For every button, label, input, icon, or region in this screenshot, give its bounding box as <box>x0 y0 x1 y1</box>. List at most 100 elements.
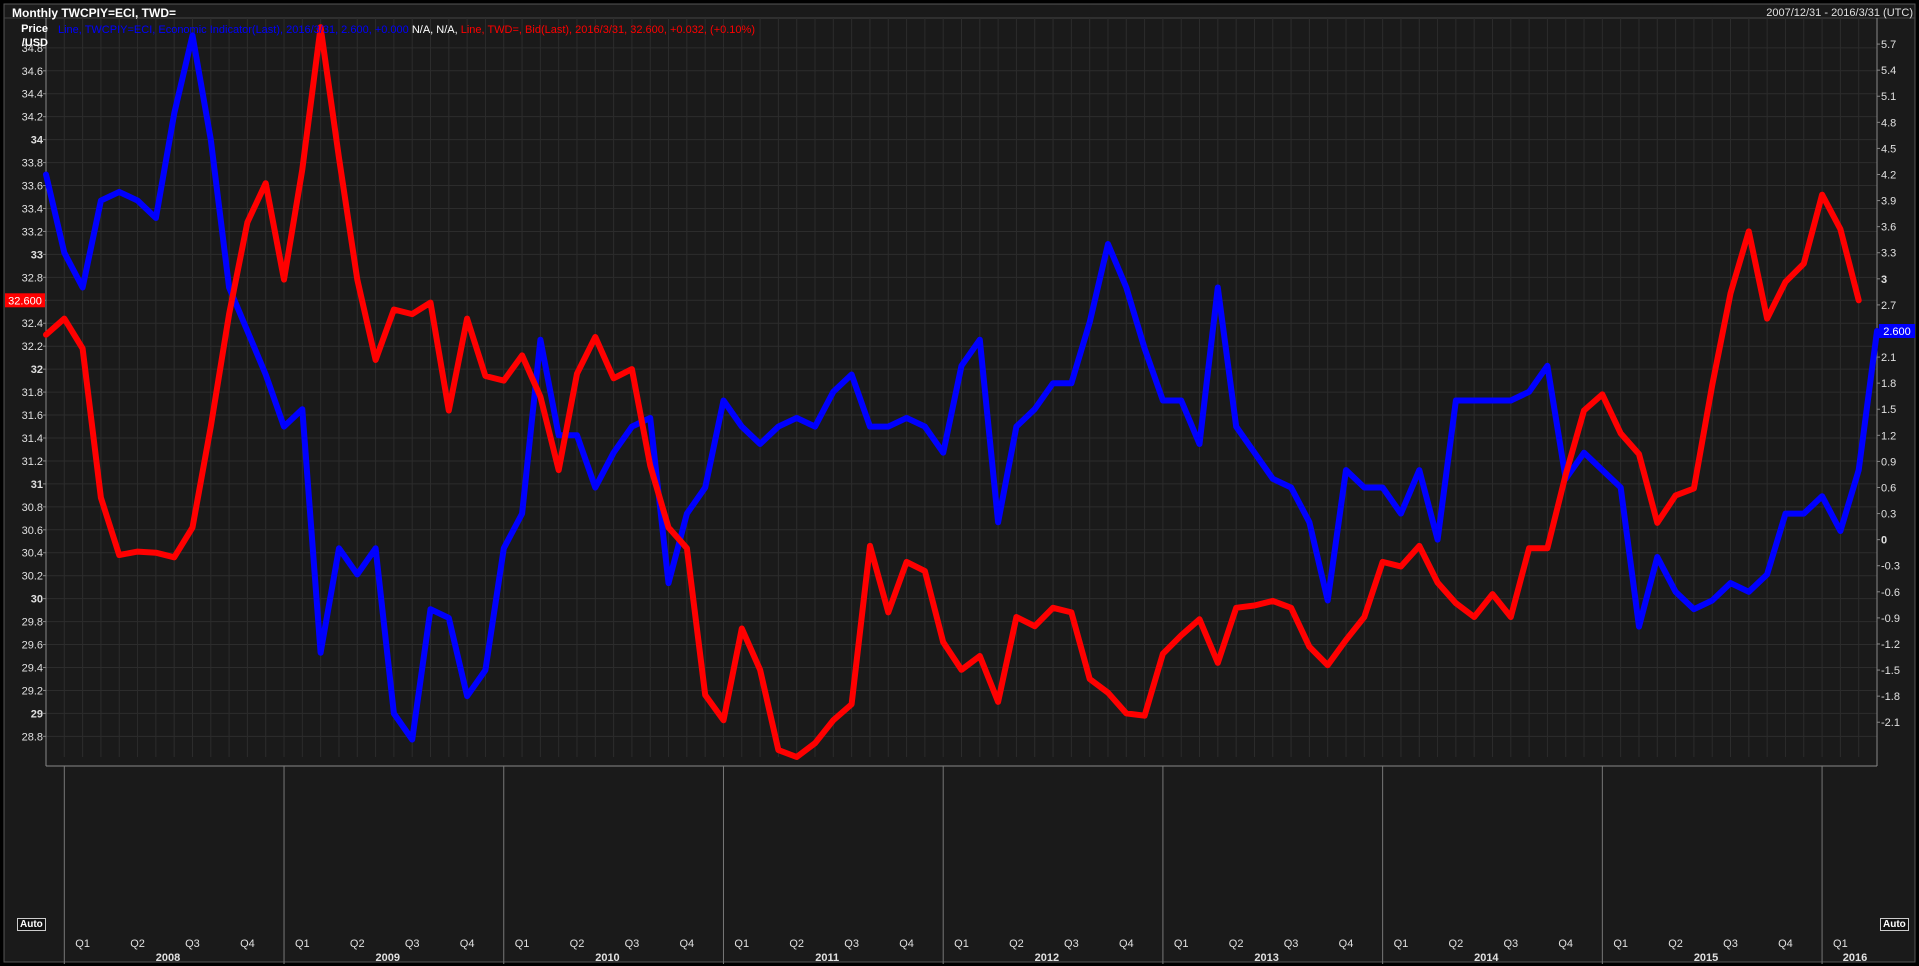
right-last-value-tag <box>1879 323 1915 338</box>
left-tick-label: 29 <box>31 708 43 720</box>
left-tick-label: 32 <box>31 364 43 376</box>
left-tick-label: 34.4 <box>22 89 43 101</box>
left-tick-label: 30 <box>31 594 43 606</box>
right-tick-label: -1.5 <box>1881 665 1900 677</box>
left-tick-label: 34.8 <box>22 43 43 55</box>
left-axis-title-line2: /USD <box>21 37 48 49</box>
left-axis-title-line1: Price <box>21 23 48 35</box>
x-quarter-label: Q4 <box>1119 938 1134 950</box>
left-axis-auto-button[interactable]: Auto <box>17 918 46 931</box>
x-year-label: 2011 <box>815 952 839 964</box>
left-tick-label: 30.6 <box>22 525 43 537</box>
x-quarter-label: Q2 <box>1668 938 1683 950</box>
series-line-twcpiy-eci[interactable] <box>43 32 1880 743</box>
left-tick-label: 31.6 <box>22 410 43 422</box>
x-year-label: 2012 <box>1035 952 1059 964</box>
left-tick-label: 29.4 <box>22 662 43 674</box>
legend-blue-series[interactable]: Line, TWCPIY=ECI, Economic Indicator(Las… <box>58 24 409 36</box>
left-tick-label: 32.2 <box>22 341 43 353</box>
x-quarter-label: Q2 <box>1449 938 1464 950</box>
legend-na: N/A, N/A, <box>411 24 458 36</box>
x-quarter-label: Q2 <box>1009 938 1024 950</box>
right-tick-label: -0.3 <box>1881 561 1900 573</box>
left-tick-label: 34 <box>31 135 44 147</box>
right-tick-label: -0.6 <box>1881 587 1900 599</box>
right-tick-label: 2.7 <box>1881 300 1896 312</box>
right-tick-label: 3.6 <box>1881 222 1896 234</box>
left-tick-label: 33.6 <box>22 181 43 193</box>
x-quarter-label: Q1 <box>1833 938 1848 950</box>
x-quarter-label: Q1 <box>75 938 90 950</box>
left-tick-label: 32.8 <box>22 272 43 284</box>
left-tick-label: 31 <box>31 479 43 491</box>
right-tick-label: 4.8 <box>1881 117 1896 129</box>
right-tick-label: 5.7 <box>1881 39 1896 51</box>
chart-title: Monthly TWCPIY=ECI, TWD= <box>12 6 176 20</box>
left-last-value-label: 32.600 <box>8 295 42 307</box>
right-tick-label: 3 <box>1881 274 1887 286</box>
x-quarter-label: Q4 <box>460 938 475 950</box>
x-quarter-label: Q4 <box>1558 938 1573 950</box>
left-tick-label: 29.6 <box>22 640 43 652</box>
left-tick-label: 33 <box>31 249 43 261</box>
x-quarter-label: Q4 <box>899 938 914 950</box>
date-range: 2007/12/31 - 2016/3/31 (UTC) <box>1766 7 1913 19</box>
x-quarter-label: Q2 <box>130 938 145 950</box>
x-quarter-label: Q3 <box>405 938 420 950</box>
x-quarter-label: Q4 <box>1339 938 1354 950</box>
x-quarter-label: Q2 <box>570 938 585 950</box>
x-quarter-label: Q4 <box>240 938 255 950</box>
right-tick-label: 3.3 <box>1881 248 1896 260</box>
left-tick-label: 31.8 <box>22 387 43 399</box>
left-tick-label: 33.2 <box>22 226 43 238</box>
right-tick-label: -2.1 <box>1881 717 1900 729</box>
right-tick-label: 1.8 <box>1881 378 1896 390</box>
x-year-label: 2014 <box>1474 952 1499 964</box>
x-quarter-label: Q3 <box>1503 938 1518 950</box>
x-quarter-label: Q3 <box>1723 938 1738 950</box>
x-quarter-label: Q2 <box>1229 938 1244 950</box>
x-quarter-label: Q1 <box>734 938 749 950</box>
right-tick-label: -0.9 <box>1881 613 1900 625</box>
x-quarter-label: Q3 <box>844 938 859 950</box>
x-quarter-label: Q1 <box>515 938 530 950</box>
right-tick-label: 4.5 <box>1881 143 1896 155</box>
x-year-label: 2015 <box>1694 952 1718 964</box>
right-tick-label: 1.2 <box>1881 430 1896 442</box>
x-quarter-label: Q2 <box>789 938 804 950</box>
series-line-twd-[interactable] <box>43 24 1862 760</box>
x-year-label: 2009 <box>375 952 399 964</box>
right-tick-label: 5.4 <box>1881 65 1896 77</box>
right-tick-label: 5.1 <box>1881 91 1896 103</box>
right-last-value-label: 2.600 <box>1883 326 1911 338</box>
x-year-label: 2016 <box>1843 952 1867 964</box>
left-tick-label: 30.2 <box>22 571 43 583</box>
left-tick-label: 33.8 <box>22 158 43 170</box>
left-axis-title: Price /USD <box>10 22 48 50</box>
left-tick-label: 29.2 <box>22 685 43 697</box>
left-tick-label: 33.4 <box>22 203 43 215</box>
x-year-label: 2008 <box>156 952 180 964</box>
legend-red-series[interactable]: Line, TWD=, Bid(Last), 2016/3/31, 32.600… <box>460 24 755 36</box>
right-tick-label: 0 <box>1881 535 1887 547</box>
x-quarter-label: Q1 <box>1174 938 1189 950</box>
right-tick-label: 0.6 <box>1881 482 1896 494</box>
left-tick-label: 28.8 <box>22 731 43 743</box>
x-quarter-label: Q4 <box>680 938 695 950</box>
x-quarter-label: Q3 <box>185 938 200 950</box>
right-tick-label: 4.2 <box>1881 169 1896 181</box>
right-tick-label: 0.3 <box>1881 509 1896 521</box>
right-tick-label: 1.5 <box>1881 404 1896 416</box>
x-quarter-label: Q3 <box>1284 938 1299 950</box>
left-tick-label: 29.8 <box>22 617 43 629</box>
left-last-value-tag <box>5 293 45 308</box>
legend: Line, TWCPIY=ECI, Economic Indicator(Las… <box>58 24 755 36</box>
left-tick-label: 34.2 <box>22 112 43 124</box>
x-quarter-label: Q1 <box>295 938 310 950</box>
x-quarter-label: Q1 <box>954 938 969 950</box>
x-quarter-label: Q3 <box>1064 938 1079 950</box>
left-tick-label: 31.4 <box>22 433 43 445</box>
right-axis-auto-button[interactable]: Auto <box>1880 918 1909 931</box>
